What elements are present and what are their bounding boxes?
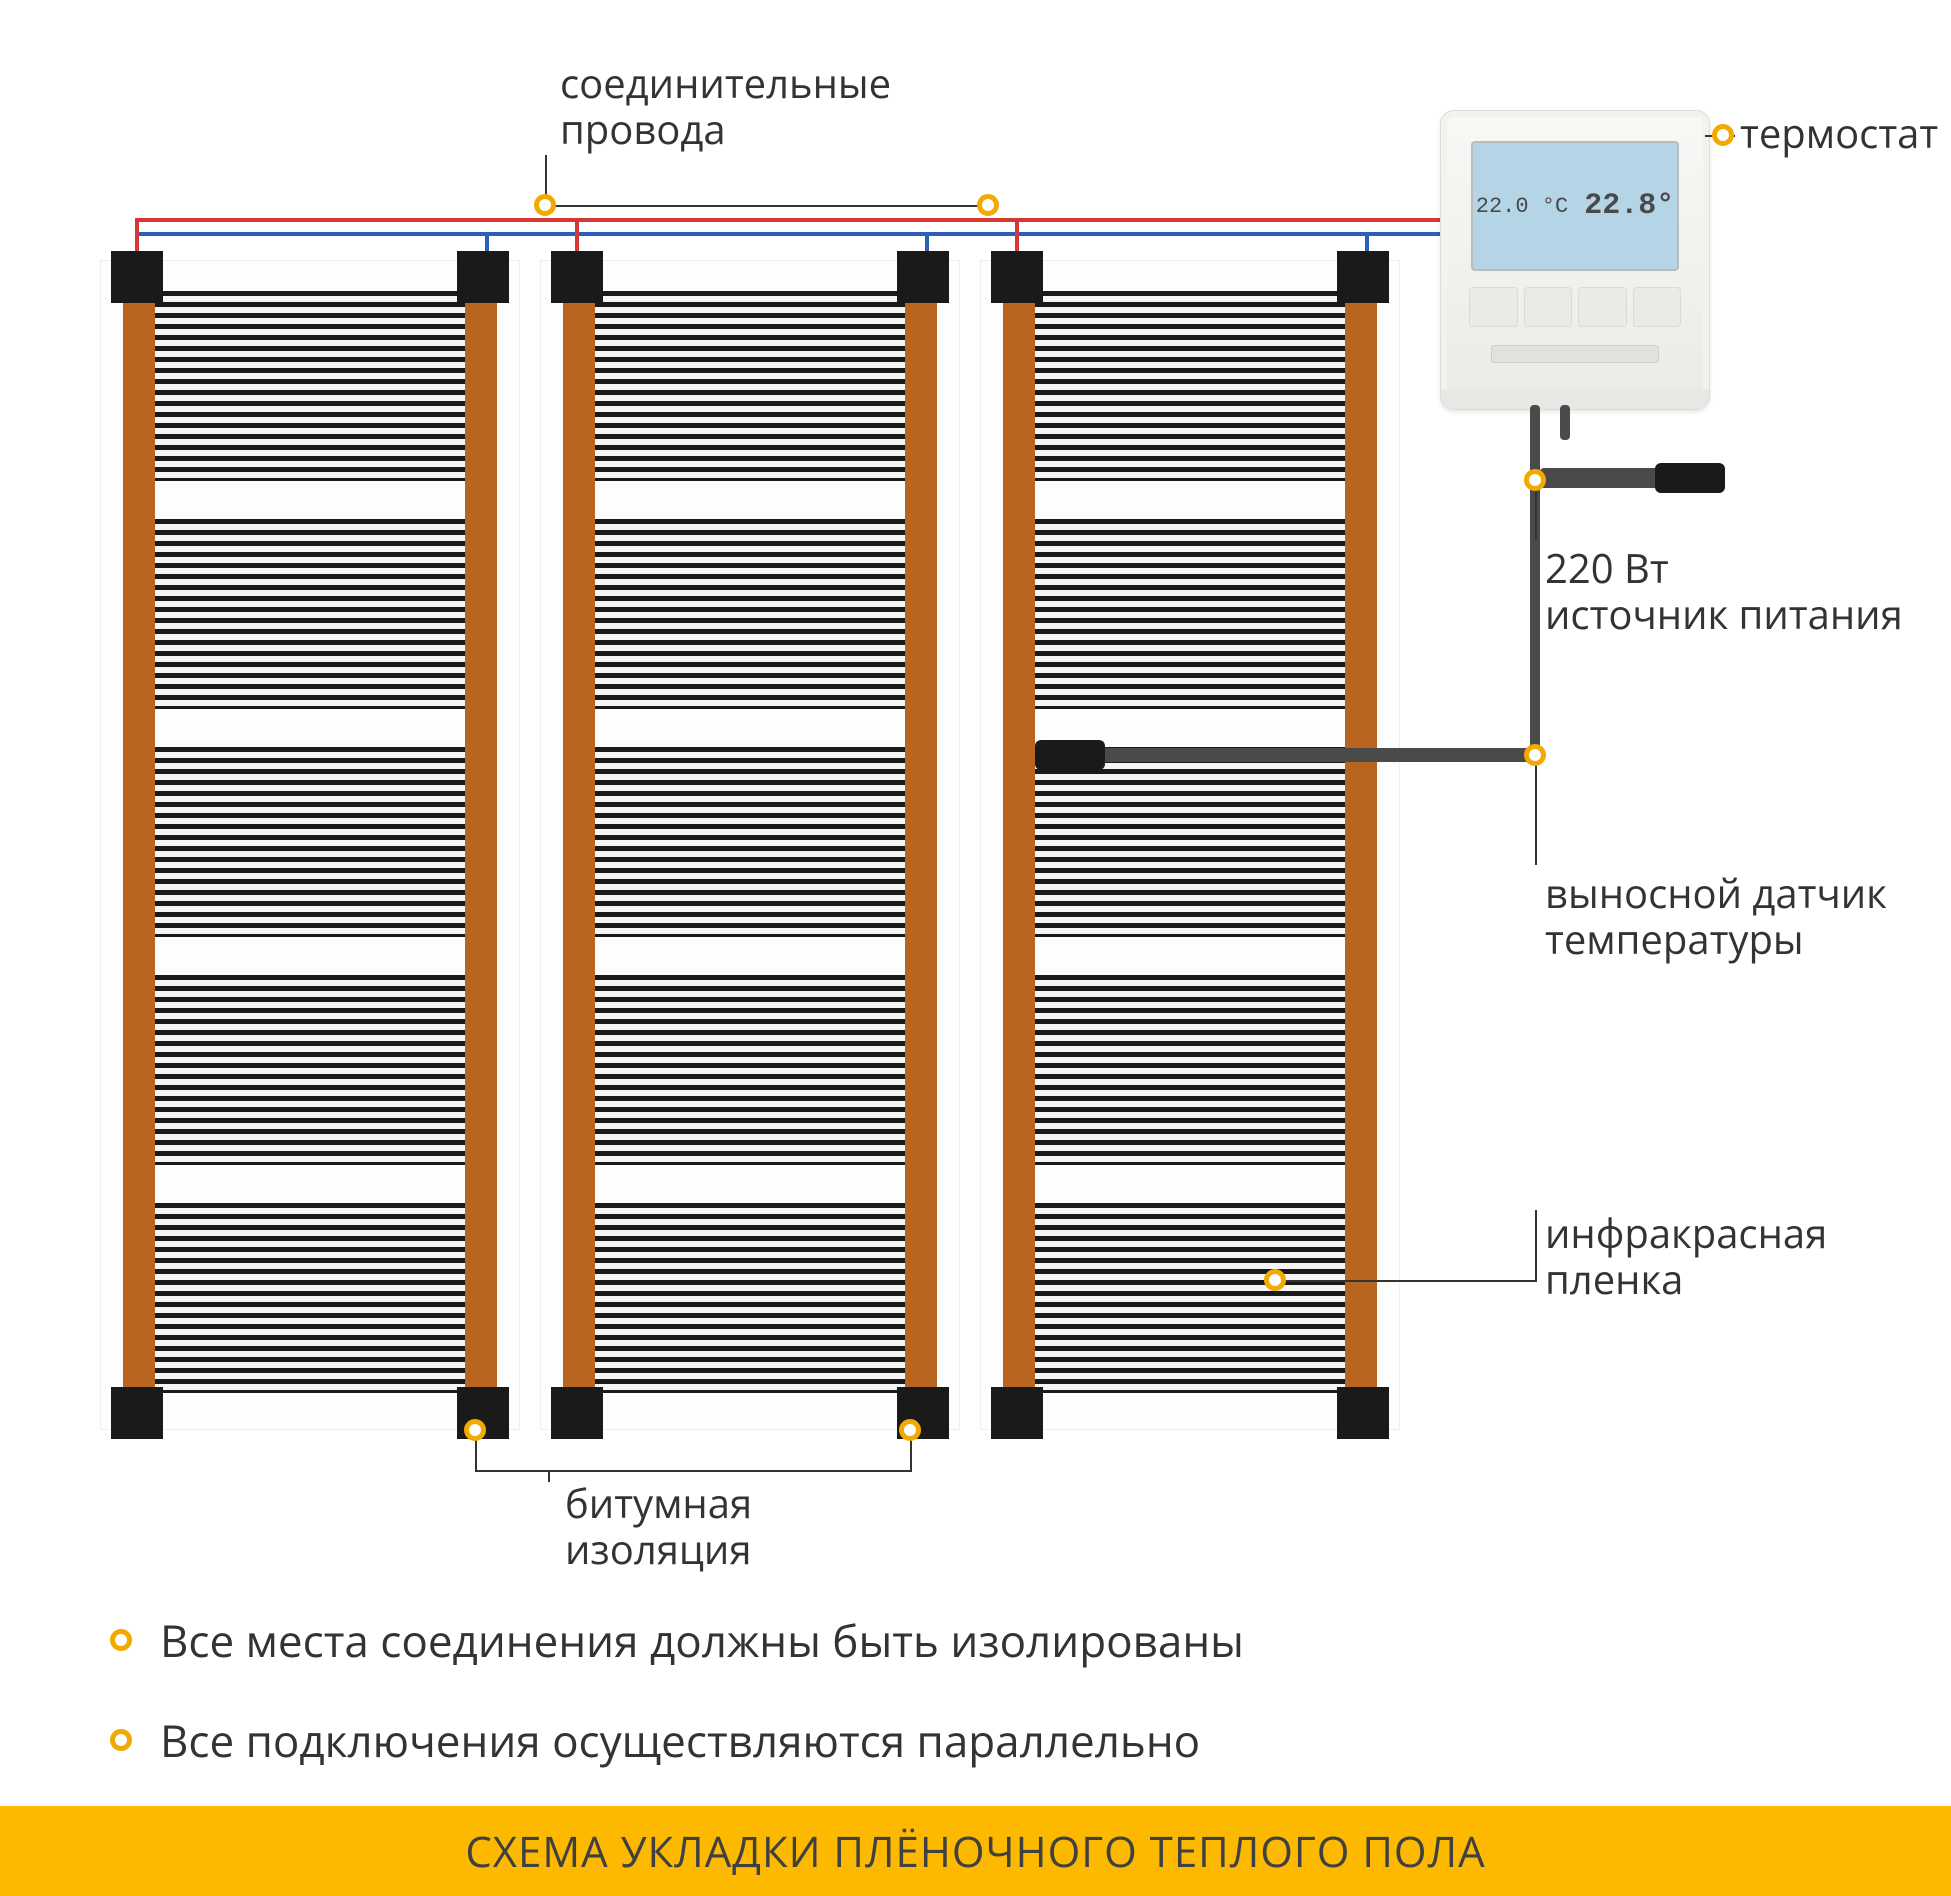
label-bitumen: битумная изоляция — [565, 1480, 752, 1572]
busbar-right-icon — [1345, 285, 1377, 1405]
title-text: СХЕМА УКЛАДКИ ПЛЁНОЧНОГО ТЕПЛОГО ПОЛА — [465, 1823, 1485, 1880]
leader-film-h — [1275, 1280, 1535, 1282]
thermostat-base — [1441, 389, 1709, 409]
heating-block — [1035, 291, 1345, 481]
heating-block — [155, 975, 465, 1165]
leader-bitumen-drop — [548, 1470, 550, 1482]
heating-block — [155, 1203, 465, 1393]
busbar-left-icon — [123, 285, 155, 1405]
heating-block — [595, 1203, 905, 1393]
leader-sensor — [1535, 755, 1537, 865]
connector-clip-icon — [1337, 251, 1389, 303]
label-sensor: выносной датчик температуры — [1545, 870, 1887, 962]
heating-block — [1035, 975, 1345, 1165]
connector-clip-icon — [551, 251, 603, 303]
power-dot — [1524, 469, 1546, 491]
wire-red-bus — [135, 218, 1505, 222]
note-item: Все подключения осуществляются параллель… — [110, 1710, 1244, 1770]
busbar-right-icon — [465, 285, 497, 1405]
busbar-left-icon — [1003, 285, 1035, 1405]
wires-dot-1 — [534, 194, 556, 216]
leader-film-v — [1535, 1210, 1537, 1282]
bitumen-dot-2 — [899, 1419, 921, 1441]
diagram-stage: 22.0 °C 22.8° соединительные провода тер — [0, 0, 1951, 1896]
note-text: Все места соединения должны быть изолиро… — [160, 1610, 1244, 1670]
connector-clip-icon — [897, 251, 949, 303]
label-film: инфракрасная пленка — [1545, 1210, 1827, 1302]
sensor-cable-h — [1100, 748, 1538, 762]
thermostat-slot — [1491, 345, 1659, 363]
heating-block — [595, 747, 905, 937]
busbar-right-icon — [905, 285, 937, 1405]
connector-clip-icon — [991, 1387, 1043, 1439]
label-thermostat: термостат — [1740, 110, 1938, 156]
thermostat-temp-set: 22.0 °C — [1476, 194, 1568, 219]
heating-block — [155, 519, 465, 709]
film-panel-2 — [540, 260, 960, 1430]
note-item: Все места соединения должны быть изолиро… — [110, 1610, 1244, 1670]
film-dot — [1264, 1269, 1286, 1291]
wires-dot-2 — [977, 194, 999, 216]
heating-block — [1035, 1203, 1345, 1393]
thermostat-screen: 22.0 °C 22.8° — [1471, 141, 1679, 271]
power-plug-icon — [1655, 463, 1725, 493]
bitumen-dot-1 — [464, 1419, 486, 1441]
film-panel-3 — [980, 260, 1400, 1430]
heating-block — [155, 291, 465, 481]
connector-clip-icon — [457, 251, 509, 303]
sensor-dot — [1524, 744, 1546, 766]
connector-clip-icon — [551, 1387, 603, 1439]
bullet-icon — [110, 1729, 132, 1751]
wire-blue-bus — [135, 232, 1505, 236]
power-cable — [1530, 405, 1540, 755]
heating-block — [595, 975, 905, 1165]
thermostat-dot — [1712, 124, 1734, 146]
label-power: 220 Вт источник питания — [1545, 545, 1903, 637]
heating-block — [595, 291, 905, 481]
power-cable-2 — [1560, 405, 1570, 440]
heating-block — [595, 519, 905, 709]
connector-clip-icon — [991, 251, 1043, 303]
thermostat-device: 22.0 °C 22.8° — [1440, 110, 1710, 410]
thermostat-temp-read: 22.8° — [1584, 189, 1674, 223]
sensor-tip-icon — [1035, 740, 1105, 770]
connector-clip-icon — [111, 1387, 163, 1439]
title-bar: СХЕМА УКЛАДКИ ПЛЁНОЧНОГО ТЕПЛОГО ПОЛА — [0, 1806, 1951, 1896]
leader-wires-h — [545, 205, 990, 207]
connector-clip-icon — [111, 251, 163, 303]
busbar-left-icon — [563, 285, 595, 1405]
connector-clip-icon — [1337, 1387, 1389, 1439]
thermostat-buttons — [1469, 287, 1681, 327]
bullet-icon — [110, 1629, 132, 1651]
note-text: Все подключения осуществляются параллель… — [160, 1710, 1200, 1770]
heating-block — [1035, 747, 1345, 937]
heating-block — [155, 747, 465, 937]
power-cable-stub — [1540, 468, 1660, 488]
leader-bitumen-h — [475, 1470, 912, 1472]
heating-block — [1035, 519, 1345, 709]
film-panel-1 — [100, 260, 520, 1430]
notes-list: Все места соединения должны быть изолиро… — [110, 1610, 1244, 1810]
label-wires: соединительные провода — [560, 60, 891, 152]
